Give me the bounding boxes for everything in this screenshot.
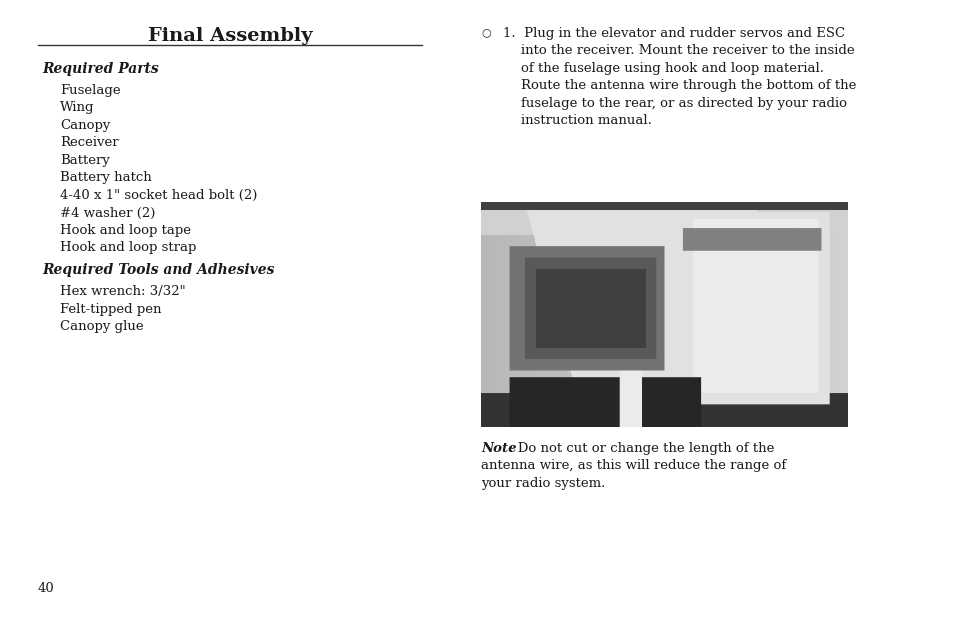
Text: Required Parts: Required Parts [42, 62, 158, 76]
Text: Battery: Battery [60, 154, 110, 167]
Text: : Do not cut or change the length of the: : Do not cut or change the length of the [509, 442, 774, 455]
Text: Required Tools and Adhesives: Required Tools and Adhesives [42, 263, 274, 277]
Text: Hex wrench: 3/32": Hex wrench: 3/32" [60, 285, 186, 298]
Text: Canopy: Canopy [60, 119, 111, 132]
Text: of the fuselage using hook and loop material.: of the fuselage using hook and loop mate… [520, 62, 823, 75]
Text: Note: Note [480, 442, 516, 455]
Text: 1.  Plug in the elevator and rudder servos and ESC: 1. Plug in the elevator and rudder servo… [502, 27, 844, 40]
Text: ○: ○ [480, 27, 490, 37]
Text: fuselage to the rear, or as directed by your radio: fuselage to the rear, or as directed by … [520, 97, 846, 110]
Text: antenna wire, as this will reduce the range of: antenna wire, as this will reduce the ra… [480, 460, 785, 473]
Text: Receiver: Receiver [60, 136, 118, 149]
Text: into the receiver. Mount the receiver to the inside: into the receiver. Mount the receiver to… [520, 44, 854, 57]
Text: Canopy glue: Canopy glue [60, 320, 144, 333]
Text: Hook and loop tape: Hook and loop tape [60, 224, 191, 237]
Text: your radio system.: your radio system. [480, 477, 605, 490]
Text: Fuselage: Fuselage [60, 84, 120, 97]
Text: instruction manual.: instruction manual. [520, 115, 651, 128]
Text: Battery hatch: Battery hatch [60, 172, 152, 184]
Text: Felt-tipped pen: Felt-tipped pen [60, 302, 161, 315]
Text: Wing: Wing [60, 102, 94, 115]
Text: Hook and loop strap: Hook and loop strap [60, 241, 196, 254]
Text: Route the antenna wire through the bottom of the: Route the antenna wire through the botto… [520, 80, 856, 93]
Text: Final Assembly: Final Assembly [148, 27, 312, 45]
Text: 40: 40 [38, 582, 54, 595]
Text: 4-40 x 1" socket head bolt (2): 4-40 x 1" socket head bolt (2) [60, 189, 257, 202]
Text: #4 washer (2): #4 washer (2) [60, 207, 155, 220]
